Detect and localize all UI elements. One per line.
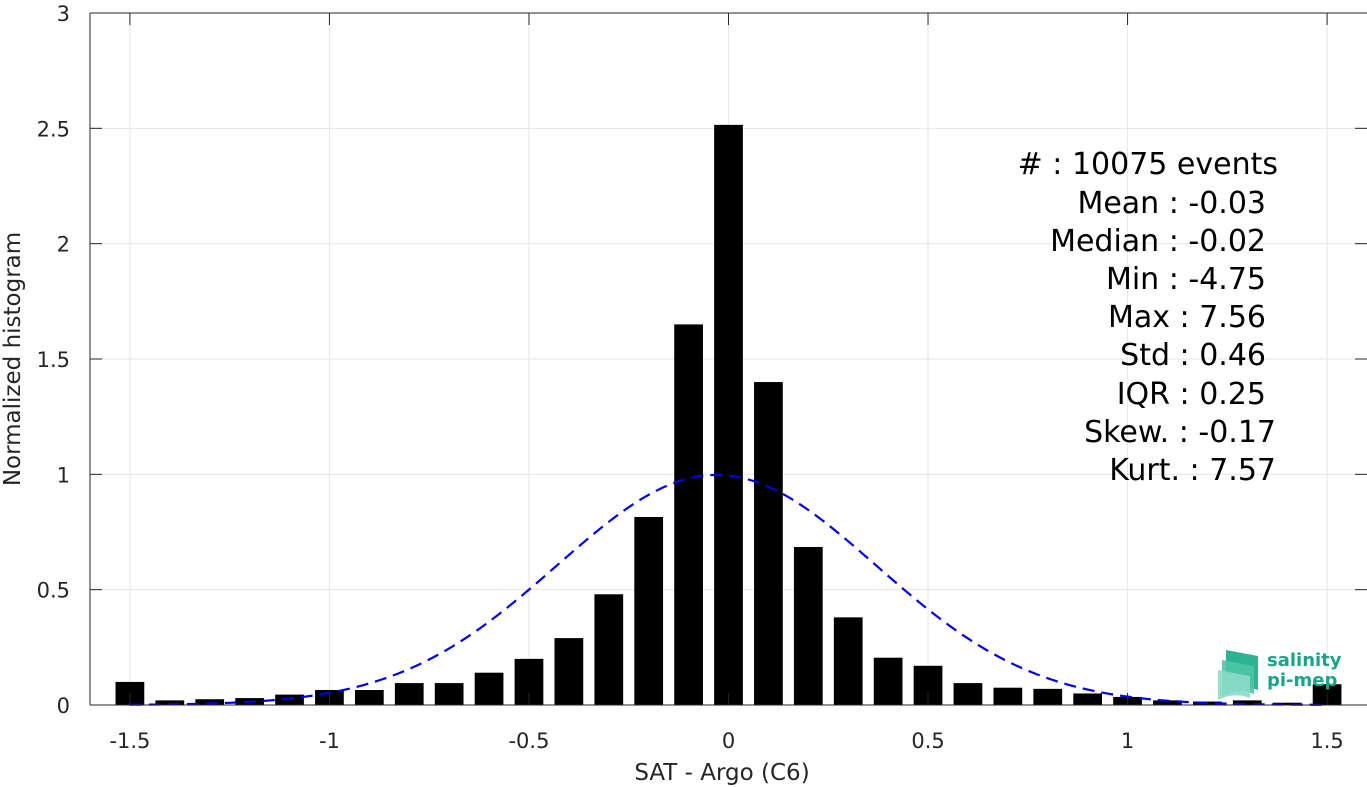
logo-pimep-text: pi-mep xyxy=(1267,670,1337,691)
y-tick-label: 0 xyxy=(57,694,70,718)
histogram-bar xyxy=(953,683,983,705)
x-tick-label: 1 xyxy=(1121,729,1134,753)
y-tick-label: 0.5 xyxy=(37,579,70,603)
histogram-bar xyxy=(873,657,903,705)
stat-events: # : 10075 events xyxy=(1018,147,1278,182)
stat-max: Max : 7.56 xyxy=(1108,300,1266,335)
histogram-bar xyxy=(754,382,783,705)
histogram-bar xyxy=(1272,702,1302,705)
histogram-bar xyxy=(793,546,823,705)
histogram-bar xyxy=(474,672,504,705)
x-tick-label: 1.5 xyxy=(1310,729,1343,753)
stat-iqr: IQR : 0.25 xyxy=(1117,377,1266,412)
y-tick-label: 2.5 xyxy=(37,117,70,141)
histogram-bar xyxy=(1073,693,1103,705)
stat-mean: Mean : -0.03 xyxy=(1077,186,1266,221)
histogram-bar xyxy=(394,683,424,705)
histogram-bar xyxy=(833,617,863,705)
x-tick-label: 0 xyxy=(722,729,735,753)
histogram-bar xyxy=(354,690,384,705)
y-tick-label: 1.5 xyxy=(37,348,70,372)
stat-skew: Skew. : -0.17 xyxy=(1084,415,1276,450)
y-tick-label: 3 xyxy=(57,2,70,26)
histogram-bar xyxy=(554,638,584,705)
stat-kurt: Kurt. : 7.57 xyxy=(1109,453,1276,488)
histogram-bars xyxy=(115,124,1342,705)
histogram-bar xyxy=(1153,700,1182,705)
x-tick-label: 0.5 xyxy=(911,729,944,753)
x-tick-label: -1 xyxy=(319,729,340,753)
histogram-bar xyxy=(275,694,304,705)
y-tick-label: 2 xyxy=(57,233,70,257)
x-axis-title: SAT - Argo (C6) xyxy=(634,760,809,786)
histogram-bar xyxy=(594,594,624,705)
histogram-bar xyxy=(1033,688,1063,705)
x-tick-label: -0.5 xyxy=(508,729,549,753)
wave-logo-icon xyxy=(1218,650,1258,700)
histogram-bar xyxy=(195,699,225,705)
histogram-bar xyxy=(155,700,185,705)
histogram-bar xyxy=(993,687,1023,705)
y-tick-labels: 0 0.5 1 1.5 2 2.5 3 xyxy=(37,2,70,718)
stat-std: Std : 0.46 xyxy=(1120,338,1266,373)
stat-min: Min : -4.75 xyxy=(1106,262,1266,297)
histogram-bar xyxy=(714,124,743,705)
axes xyxy=(89,12,1367,706)
salinity-pimep-logo: salinity pi-mep xyxy=(1218,650,1342,700)
statistics-annotation: # : 10075 events Mean : -0.03 Median : -… xyxy=(1018,147,1278,488)
stat-median: Median : -0.02 xyxy=(1050,224,1266,259)
y-tick-label: 1 xyxy=(57,463,70,487)
x-tick-label: -1.5 xyxy=(109,729,150,753)
histogram-bar xyxy=(634,517,664,705)
logo-salinity-text: salinity xyxy=(1267,650,1342,671)
y-axis-title: Normalized histogram xyxy=(0,232,26,486)
x-tick-labels: -1.5 -1 -0.5 0 0.5 1 1.5 xyxy=(109,729,1343,753)
histogram-bar xyxy=(1232,700,1262,705)
histogram-bar xyxy=(674,324,703,705)
histogram-bar xyxy=(434,683,464,705)
